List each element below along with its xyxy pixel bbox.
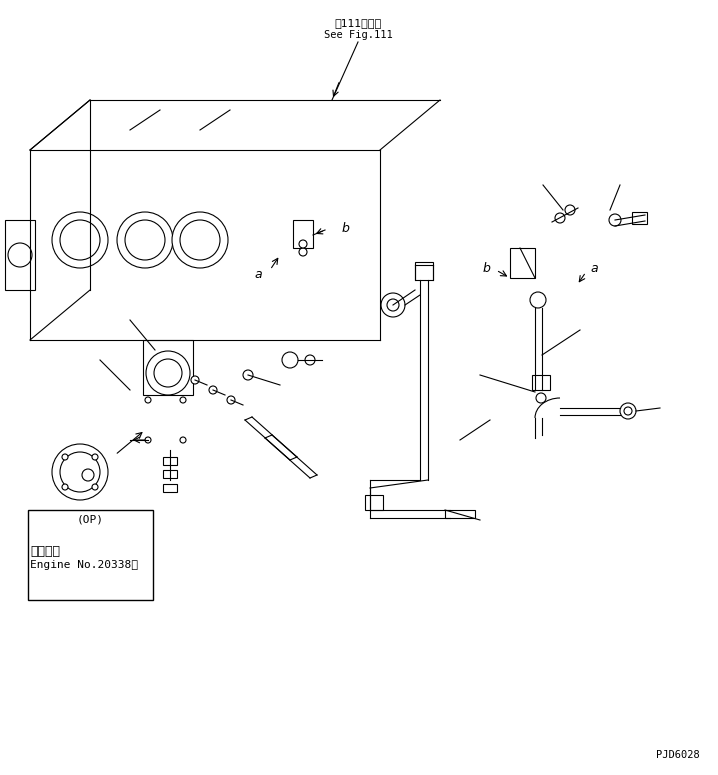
Circle shape — [180, 437, 186, 443]
Circle shape — [609, 214, 621, 226]
Circle shape — [227, 396, 235, 404]
Circle shape — [530, 292, 546, 308]
Circle shape — [381, 293, 405, 317]
Circle shape — [60, 220, 100, 260]
Circle shape — [209, 386, 217, 394]
Circle shape — [536, 393, 546, 403]
Bar — [532, 375, 550, 390]
Circle shape — [62, 454, 68, 460]
Bar — [163, 457, 177, 465]
Text: 適用号機: 適用号機 — [30, 545, 60, 558]
Bar — [163, 484, 177, 492]
Circle shape — [52, 212, 108, 268]
Circle shape — [624, 407, 632, 415]
Circle shape — [282, 352, 298, 368]
Text: b: b — [342, 222, 350, 235]
Circle shape — [555, 213, 565, 223]
Text: b: b — [482, 261, 490, 274]
Circle shape — [8, 243, 32, 267]
Bar — [163, 470, 177, 478]
Bar — [293, 220, 313, 248]
Circle shape — [191, 376, 199, 384]
Circle shape — [243, 370, 253, 380]
Bar — [143, 340, 193, 395]
Circle shape — [146, 351, 190, 395]
Circle shape — [52, 444, 108, 500]
Bar — [415, 262, 433, 280]
Circle shape — [82, 469, 94, 481]
Text: a: a — [590, 261, 597, 274]
Bar — [632, 212, 647, 224]
Circle shape — [117, 212, 173, 268]
Text: a: a — [254, 268, 262, 281]
Circle shape — [145, 397, 151, 403]
Circle shape — [299, 240, 307, 248]
Circle shape — [125, 220, 165, 260]
Circle shape — [60, 452, 100, 492]
Circle shape — [172, 212, 228, 268]
Text: See Fig.111: See Fig.111 — [324, 30, 392, 40]
Bar — [445, 510, 475, 518]
Bar — [365, 495, 383, 510]
Bar — [510, 248, 535, 278]
Text: (OP): (OP) — [77, 515, 104, 525]
Text: 第111図参照: 第111図参照 — [335, 18, 382, 28]
Circle shape — [154, 359, 182, 387]
Circle shape — [620, 403, 636, 419]
Circle shape — [145, 437, 151, 443]
Circle shape — [565, 205, 575, 215]
Circle shape — [180, 397, 186, 403]
Circle shape — [92, 454, 98, 460]
Circle shape — [299, 248, 307, 256]
Text: Engine No.20338～: Engine No.20338～ — [30, 560, 138, 570]
Circle shape — [62, 484, 68, 490]
Circle shape — [92, 484, 98, 490]
Circle shape — [387, 299, 399, 311]
Text: PJD6028: PJD6028 — [656, 750, 700, 760]
Circle shape — [180, 220, 220, 260]
Circle shape — [305, 355, 315, 365]
Bar — [28, 510, 153, 600]
Bar — [5, 220, 35, 290]
